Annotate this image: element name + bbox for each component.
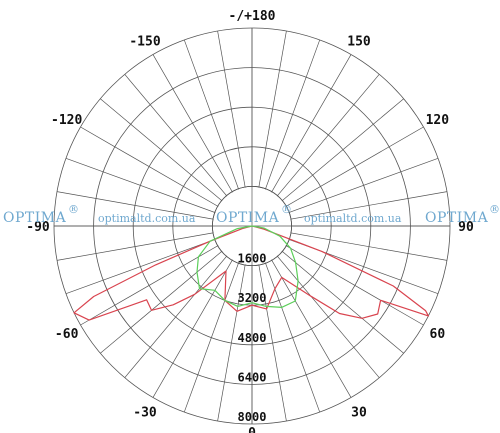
watermark-site-2: optimaltd.com.ua (304, 212, 402, 225)
series-line-1 (73, 225, 429, 321)
angle-tick-label: 150 (347, 35, 371, 50)
angle-tick-label: -120 (51, 113, 82, 128)
angle-tick-label: 60 (430, 327, 446, 342)
radial-tick-label: 3200 (238, 291, 267, 305)
watermark-site-1: optimaltd.com.ua (98, 212, 196, 225)
angle-tick-label: 30 (351, 405, 367, 420)
angle-tick-label: 90 (458, 220, 474, 235)
watermark-brand-2: OPTIMA (216, 210, 280, 226)
angle-tick-label: -30 (133, 405, 157, 420)
watermark: OPTIMA ® optimaltd.com.ua OPTIMA ® optim… (3, 203, 500, 226)
watermark-brand-1: OPTIMA (3, 210, 67, 226)
angle-tick-labels: -/+180 150 120 90 60 30 0 -30 -60 -90 -120 -150 (26, 9, 474, 433)
angle-tick-label: 120 (426, 113, 450, 128)
watermark-reg-3: ® (489, 203, 500, 216)
radial-tick-label: 1600 (238, 252, 267, 266)
series-line-2 (196, 225, 299, 308)
watermark-brand-3: OPTIMA (425, 210, 489, 226)
series-group (73, 225, 429, 321)
radial-tick-label: 6400 (238, 370, 267, 384)
angle-tick-label: -150 (129, 35, 160, 50)
watermark-reg-2: ® (281, 203, 292, 216)
radial-tick-label: 8000 (238, 410, 267, 424)
angle-tick-label: -60 (55, 327, 79, 342)
radial-tick-labels: 1600 3200 4800 6400 8000 (238, 252, 267, 424)
radial-tick-label: 4800 (238, 331, 267, 345)
angle-tick-label: 0 (248, 426, 256, 433)
angle-tick-label: -90 (26, 220, 50, 235)
watermark-reg-1: ® (68, 203, 79, 216)
angle-tick-label: -/+180 (229, 9, 276, 24)
